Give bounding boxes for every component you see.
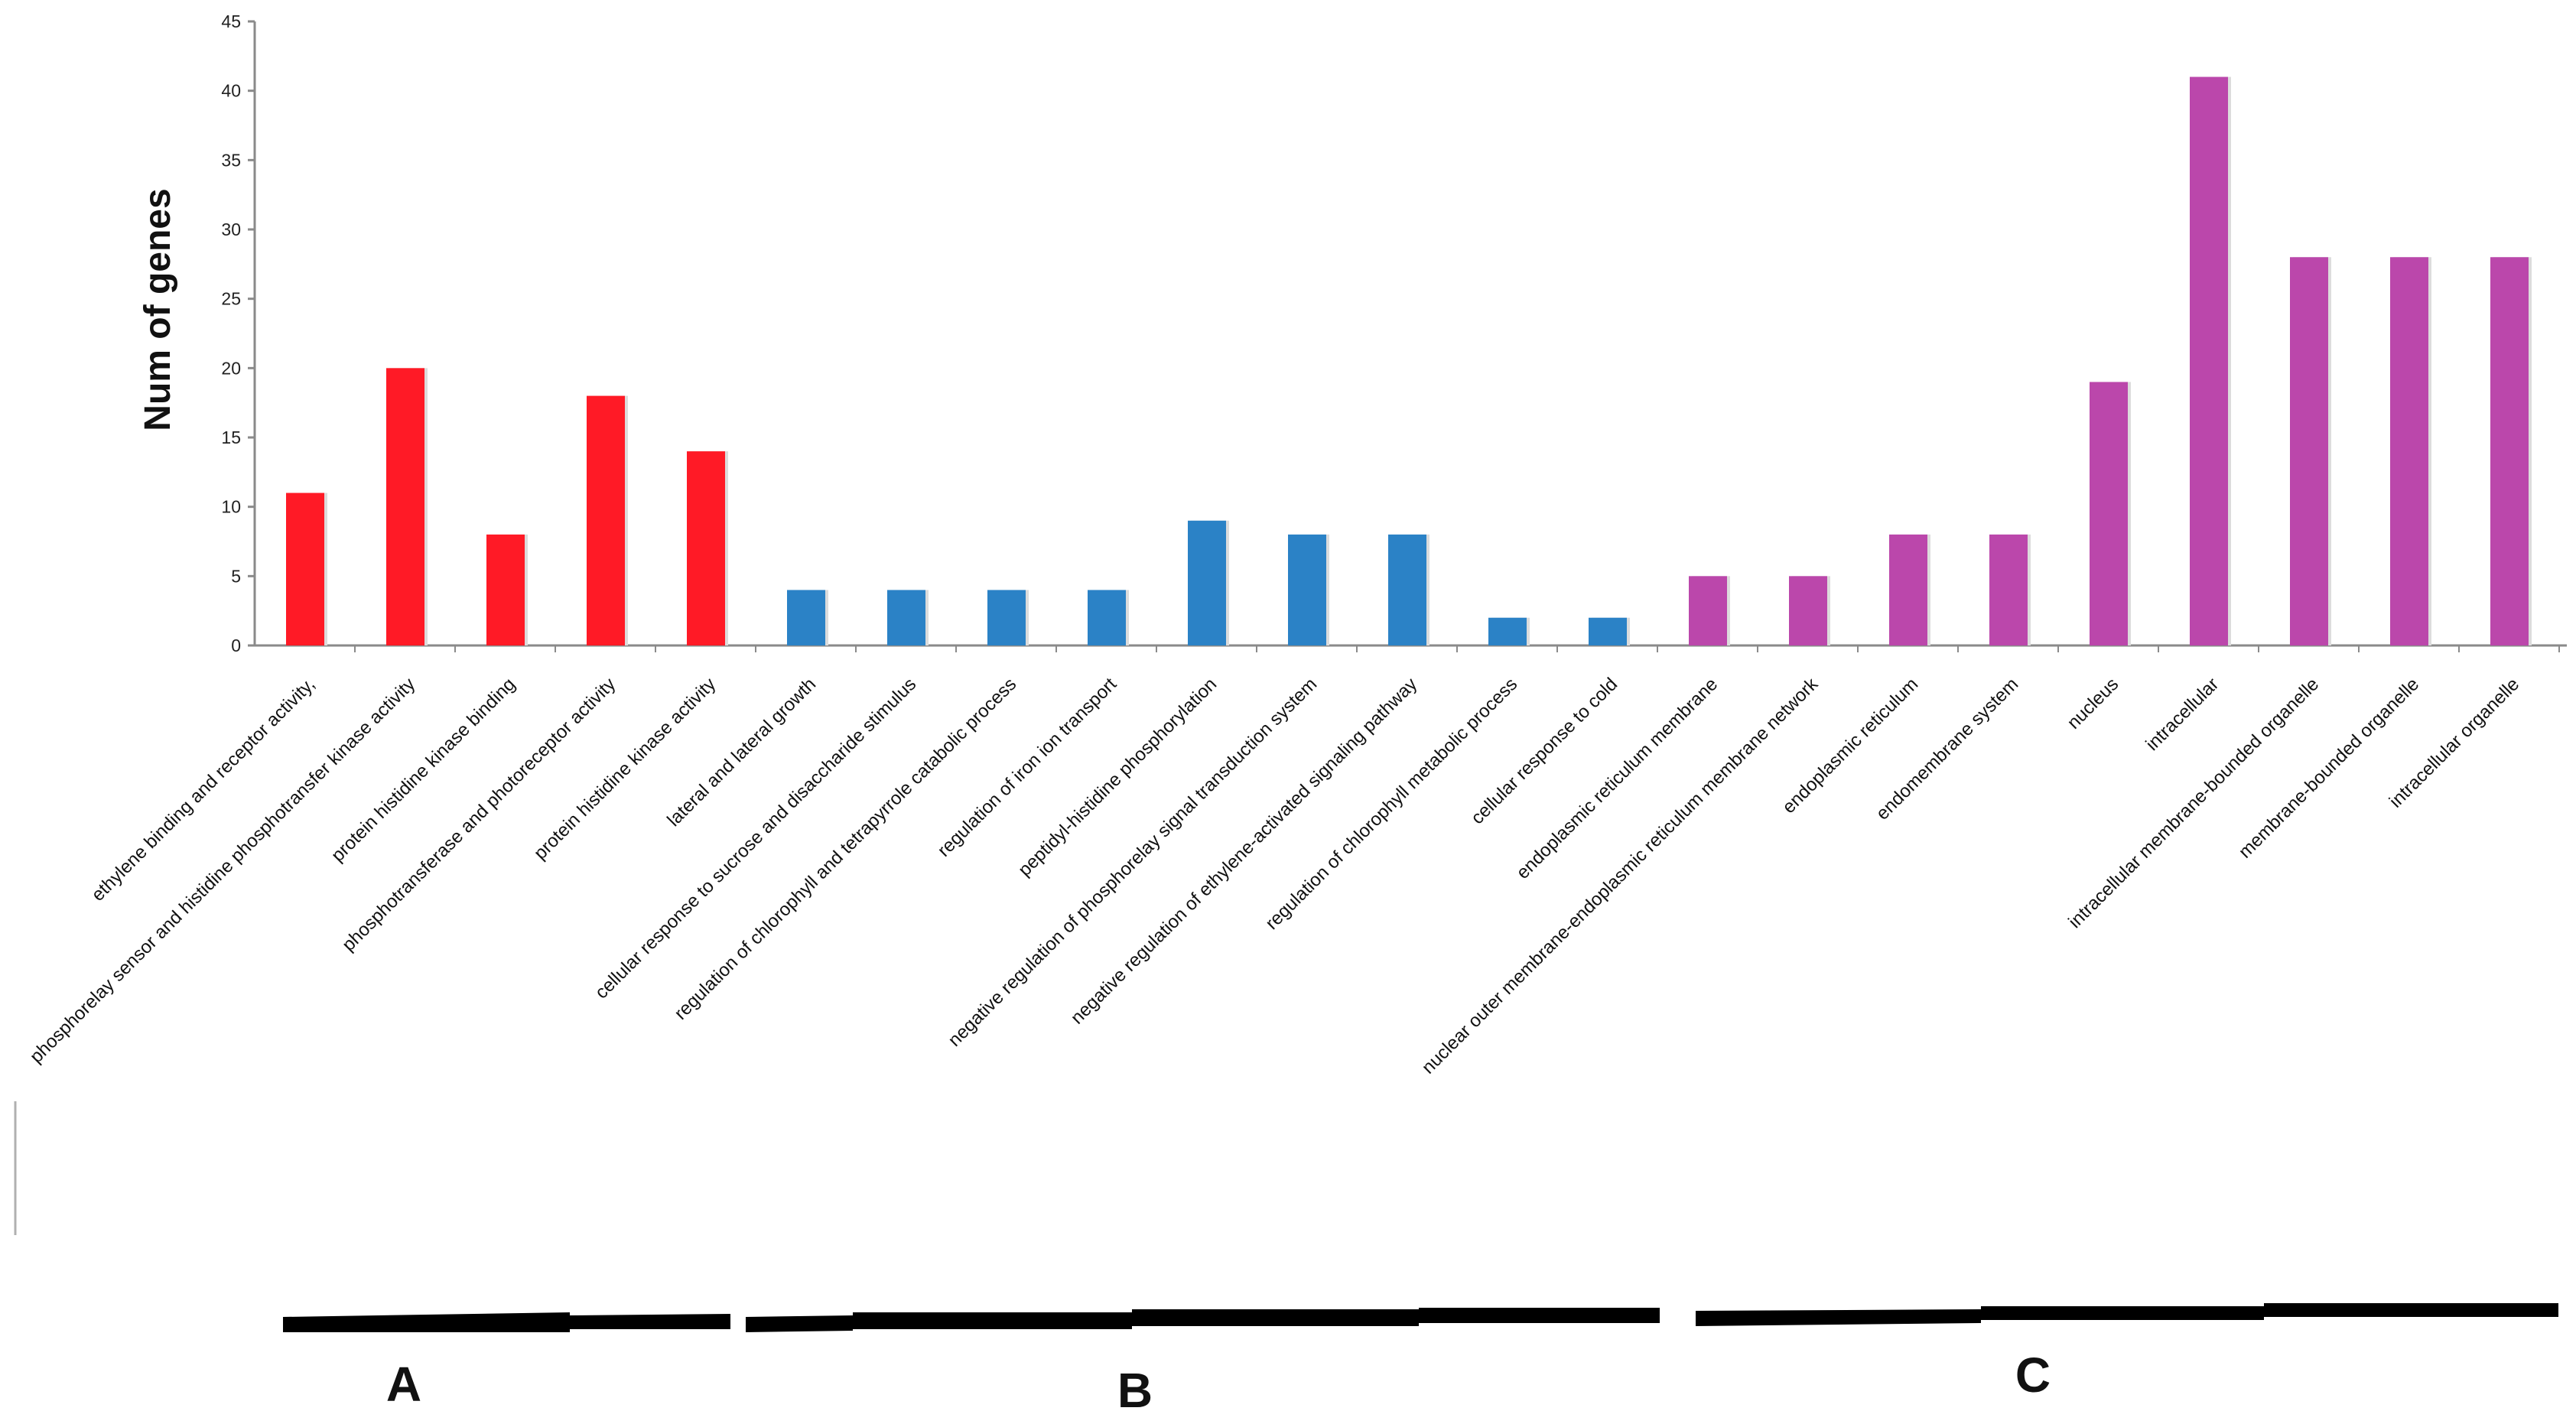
x-tick-label: nuclear outer membrane-endoplasmic retic… — [1418, 673, 1823, 1078]
x-tick-label: endoplasmic reticulum membrane — [1512, 674, 1722, 883]
bar — [2490, 257, 2529, 645]
y-axis-label: Num of genes — [138, 188, 178, 431]
x-tick-label: protein histidine kinase binding — [327, 674, 519, 866]
x-tick-label: protein histidine kinase activity — [530, 674, 720, 863]
bar — [2190, 76, 2228, 646]
y-tick-label: 40 — [221, 81, 241, 101]
bar — [2090, 382, 2128, 645]
bar — [687, 451, 725, 645]
y-tick-label: 35 — [221, 150, 241, 170]
y-tick-label: 5 — [231, 566, 241, 586]
y-tick-label: 45 — [221, 11, 241, 31]
bar — [1088, 590, 1126, 645]
bar — [2290, 257, 2328, 645]
bar — [2390, 257, 2428, 645]
x-tick-label: peptidyl-histidine phosphorylation — [1014, 674, 1221, 880]
bar — [1689, 576, 1727, 645]
x-tick-label: regulation of chlorophyll and tetrapyrro… — [671, 674, 1021, 1024]
x-tick-labels: ethylene binding and receptor activity,p… — [26, 645, 2560, 1078]
group-label-c: C — [2015, 1348, 2051, 1403]
y-tick-label: 30 — [221, 219, 241, 239]
bar — [787, 590, 825, 645]
x-tick-label: phosphorelay sensor and histidine phosph… — [26, 674, 419, 1067]
x-tick-label: regulation of iron ion transport — [934, 674, 1121, 861]
bar — [1188, 520, 1226, 645]
bar — [1388, 534, 1426, 645]
bar — [1889, 534, 1927, 645]
bar — [386, 368, 424, 645]
group-c-bracket — [1696, 1303, 2558, 1326]
y-tick-label: 10 — [221, 497, 241, 517]
x-tick-label: ethylene binding and receptor activity, — [88, 674, 320, 905]
group-b-bracket — [746, 1308, 1660, 1332]
group-label-a: A — [386, 1357, 421, 1411]
bar — [486, 534, 525, 645]
x-tick-label: negative regulation of ethylene-activate… — [1067, 674, 1421, 1028]
bar — [1488, 617, 1527, 645]
group-a-bracket — [283, 1312, 730, 1332]
bar — [1989, 534, 2028, 645]
bar — [987, 590, 1026, 645]
bars — [286, 76, 2532, 646]
bar — [587, 395, 625, 645]
y-tick-label: 20 — [221, 358, 241, 378]
bar — [1288, 534, 1326, 645]
bar — [887, 590, 925, 645]
bar — [1789, 576, 1827, 645]
x-tick-label: intracellular — [2142, 674, 2223, 755]
y-ticks: 0 5 10 15 20 25 30 35 40 45 — [221, 11, 255, 655]
x-tick-label: negative regulation of phosphorelay sign… — [945, 674, 1322, 1051]
y-tick-label: 0 — [231, 636, 241, 655]
y-tick-label: 15 — [221, 428, 241, 447]
x-tick-label: nucleus — [2064, 674, 2123, 733]
bar — [286, 493, 324, 645]
x-tick-label: membrane-bounded organelle — [2235, 674, 2423, 862]
y-tick-label: 25 — [221, 289, 241, 309]
group-label-b: B — [1117, 1363, 1153, 1411]
bar — [1589, 617, 1627, 645]
